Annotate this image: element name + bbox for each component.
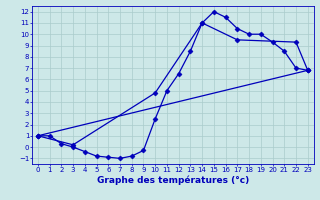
X-axis label: Graphe des températures (°c): Graphe des températures (°c): [97, 176, 249, 185]
